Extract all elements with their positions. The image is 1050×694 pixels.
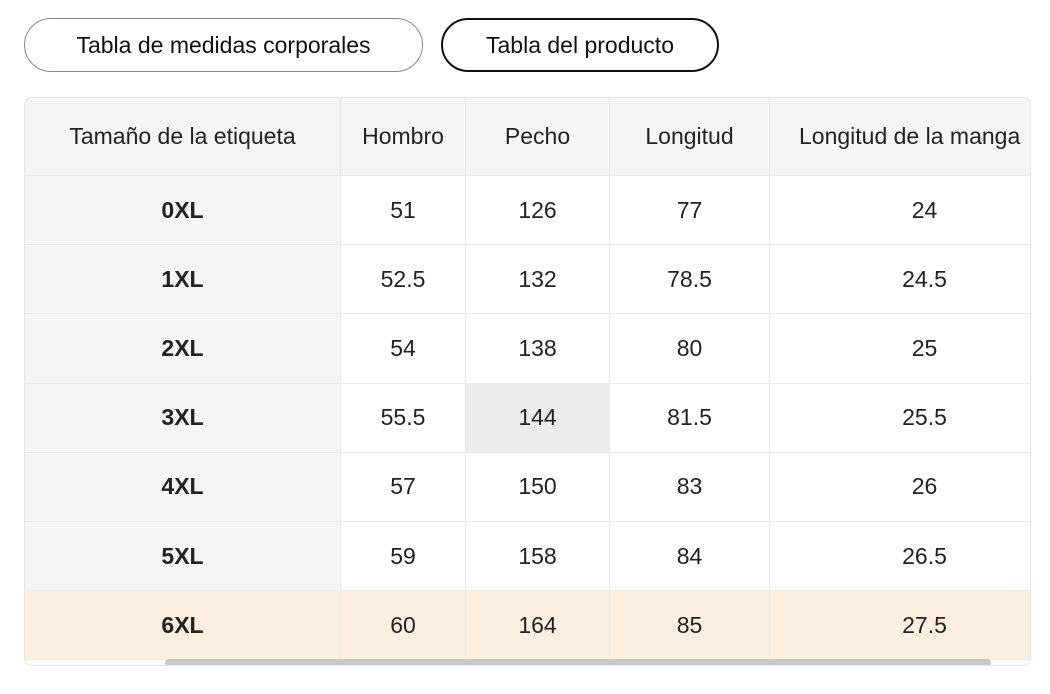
value-cell: 80 <box>610 314 770 384</box>
value-cell: 132 <box>466 245 610 315</box>
header-cell: Longitud <box>610 98 770 176</box>
size-cell: 3XL <box>25 383 341 453</box>
size-cell: 6XL <box>25 591 341 661</box>
value-cell: 126 <box>466 176 610 246</box>
header-cell: Longitud de la manga <box>770 98 1030 176</box>
value-cell: 54 <box>341 314 466 384</box>
value-cell: 27.5 <box>770 591 1030 661</box>
value-cell: 164 <box>466 591 610 661</box>
header-cell: Hombro <box>341 98 466 176</box>
value-cell: 85 <box>610 591 770 661</box>
value-cell: 55.5 <box>341 383 466 453</box>
value-cell: 81.5 <box>610 383 770 453</box>
size-cell: 2XL <box>25 314 341 384</box>
value-cell: 158 <box>466 522 610 592</box>
scrollbar[interactable] <box>165 659 991 665</box>
value-cell: 24.5 <box>770 245 1030 315</box>
value-cell: 51 <box>341 176 466 246</box>
value-cell: 57 <box>341 452 466 522</box>
size-cell: 5XL <box>25 522 341 592</box>
size-cell: 1XL <box>25 245 341 315</box>
size-cell: 4XL <box>25 452 341 522</box>
value-cell: 78.5 <box>610 245 770 315</box>
value-cell: 25 <box>770 314 1030 384</box>
value-cell: 26.5 <box>770 522 1030 592</box>
size-table: Tamaño de la etiqueta Hombro Pecho Longitud… <box>24 97 1031 666</box>
value-cell: 60 <box>341 591 466 661</box>
value-cell: 83 <box>610 452 770 522</box>
value-cell: 138 <box>466 314 610 384</box>
value-cell: 150 <box>466 452 610 522</box>
value-cell: 59 <box>341 522 466 592</box>
value-cell: 144 <box>466 383 610 453</box>
header-cell: Tamaño de la etiqueta <box>25 98 341 176</box>
value-cell: 24 <box>770 176 1030 246</box>
value-cell: 52.5 <box>341 245 466 315</box>
value-cell: 25.5 <box>770 383 1030 453</box>
tab-selected[interactable]: Tabla del producto <box>441 18 719 72</box>
value-cell: 84 <box>610 522 770 592</box>
header-cell: Pecho <box>466 98 610 176</box>
value-cell: 26 <box>770 452 1030 522</box>
size-cell: 0XL <box>25 176 341 246</box>
tab[interactable]: Tabla de medidas corporales <box>24 18 423 72</box>
value-cell: 77 <box>610 176 770 246</box>
